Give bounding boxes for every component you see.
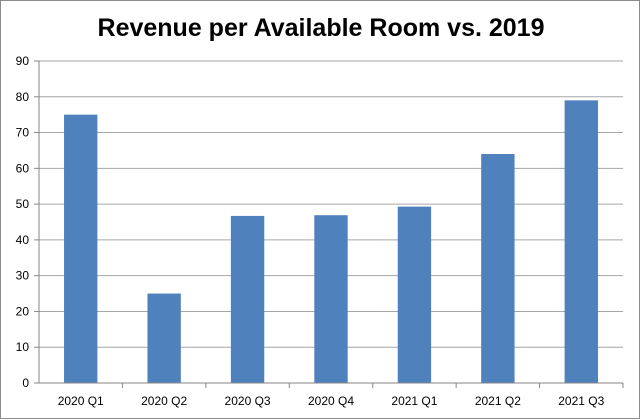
bar-2020-q3 [230,215,265,383]
x-tick-label: 2021 Q1 [391,394,437,408]
x-tick-label: 2020 Q3 [225,394,271,408]
x-tick-label: 2020 Q1 [58,394,104,408]
tick-labels: 0 10 20 30 40 50 60 70 80 90 2020 Q1 2020 Q2 2020 Q3… [16,54,605,408]
y-tick-label: 70 [16,126,30,140]
y-tick-label: 80 [16,90,30,104]
x-tick-label: 2021 Q3 [558,394,604,408]
bar-2020-q4 [314,215,348,383]
y-tick-label: 10 [16,340,30,354]
bar-2021-q2 [481,154,515,383]
y-tick-label: 90 [16,54,30,68]
y-tick-label: 20 [16,304,30,318]
axes [34,60,624,388]
x-tick-label: 2021 Q2 [475,394,521,408]
chart-title: Revenue per Available Room vs. 2019 [97,14,545,42]
bars [64,100,598,384]
y-tick-label: 60 [16,161,30,175]
y-tick-label: 30 [16,269,30,283]
bar-2021-q3 [564,100,598,383]
y-tick-label: 0 [22,376,29,390]
bar-2020-q1 [64,114,98,384]
bar-2020-q2 [147,293,181,383]
x-tick-label: 2020 Q4 [308,394,354,408]
x-tick-label: 2020 Q2 [141,394,187,408]
y-tick-label: 40 [16,233,30,247]
bar-2021-q1 [397,206,432,383]
y-tick-label: 50 [16,197,30,211]
